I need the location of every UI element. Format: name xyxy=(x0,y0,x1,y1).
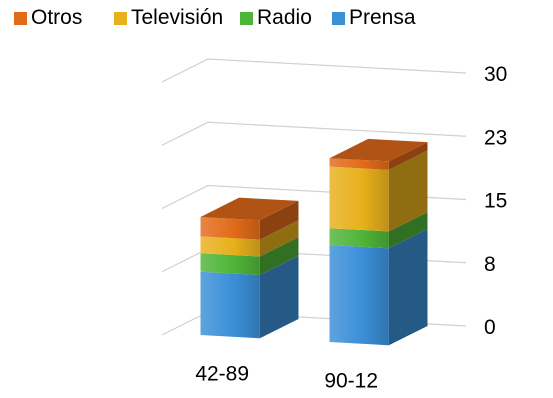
bar-front-face xyxy=(329,245,389,346)
legend-label-television: Televisión xyxy=(131,6,224,29)
bar-side-face xyxy=(259,237,299,276)
bar-stack-90-12 xyxy=(329,138,428,346)
bar-front-face xyxy=(200,253,260,276)
bar-front-face xyxy=(200,271,260,339)
legend-swatch-radio xyxy=(240,11,253,25)
chart-legend: Otros Televisión Radio Prensa xyxy=(0,2,553,36)
x-category-label: 42-89 xyxy=(195,363,249,386)
legend-label-otros: Otros xyxy=(31,6,83,29)
x-axis-labels: 42-89 90-12 xyxy=(195,363,378,393)
bar-top-face xyxy=(200,197,299,221)
bar-side-face xyxy=(388,142,428,170)
y-tick-label: 0 xyxy=(484,316,496,339)
y-tick-label: 8 xyxy=(484,253,496,276)
bar-side-face xyxy=(388,228,428,346)
legend-swatch-prensa xyxy=(332,11,345,25)
legend-label-radio: Radio xyxy=(257,6,312,29)
bars xyxy=(200,138,428,346)
legend-item-prensa: Prensa xyxy=(332,6,416,30)
legend-item-otros: Otros xyxy=(14,6,82,30)
legend-swatch-television xyxy=(114,11,127,25)
bar-side-face xyxy=(388,150,428,232)
gridline xyxy=(161,58,467,83)
bar-segment-prensa xyxy=(329,228,428,346)
legend-item-radio: Radio xyxy=(240,6,312,30)
bar-segment-television xyxy=(200,220,299,257)
bar-stack-42-89 xyxy=(200,197,299,339)
bar-segment-otros xyxy=(329,138,428,170)
y-tick-label: 30 xyxy=(484,63,507,86)
bar-side-face xyxy=(259,255,299,339)
bar-segment-prensa xyxy=(200,255,299,339)
bar-side-face xyxy=(388,212,428,249)
bar-front-face xyxy=(200,236,260,257)
bar-front-face xyxy=(200,216,260,240)
gridline xyxy=(161,121,467,146)
bar-front-face xyxy=(329,166,389,232)
legend-item-television: Televisión xyxy=(114,6,223,30)
bar-front-face xyxy=(329,158,389,170)
y-axis-ticks: 0 8 15 23 30 xyxy=(484,63,507,339)
bar-side-face xyxy=(259,220,299,257)
bar-side-face xyxy=(259,200,299,240)
bar-segment-otros xyxy=(200,197,299,240)
legend-label-prensa: Prensa xyxy=(349,6,416,29)
y-tick-label: 23 xyxy=(484,126,507,149)
bar-segment-radio xyxy=(329,212,428,249)
bar-top-face xyxy=(329,138,428,162)
bar-segment-radio xyxy=(200,237,299,276)
bar-front-face xyxy=(329,228,389,249)
y-tick-label: 15 xyxy=(484,190,507,213)
legend-swatch-otros xyxy=(14,11,27,25)
bar-segment-television xyxy=(329,150,428,232)
x-category-label: 90-12 xyxy=(324,370,378,393)
